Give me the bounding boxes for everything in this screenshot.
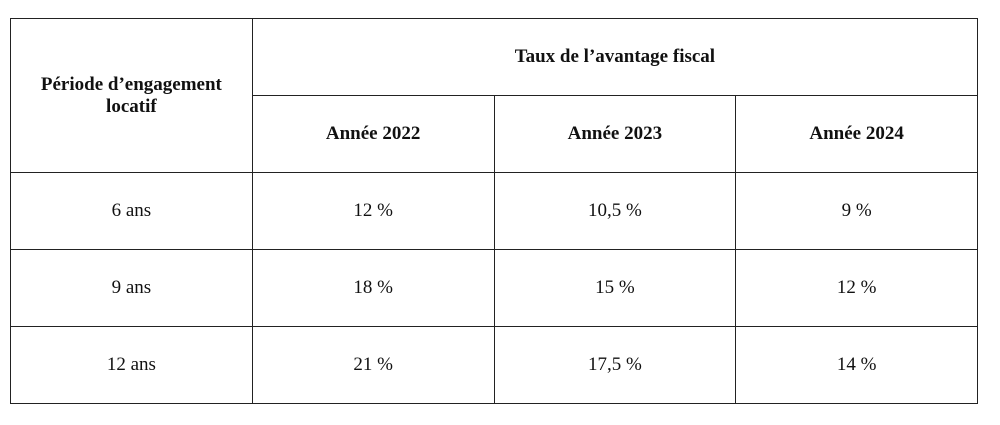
group-header: Taux de l’avantage fiscal [251,18,979,96]
rate-cell: 15 % [493,249,737,327]
data-row: 12 ans 21 % 17,5 % 14 % [10,326,979,404]
rate-cell: 14 % [735,326,979,404]
table-body: 6 ans 12 % 10,5 % 9 % 9 ans 18 % 15 % 12 % 12 an… [10,172,979,404]
rate-cell: 12 % [251,172,495,250]
rate-cell: 21 % [251,326,495,404]
year-header: Année 2023 [493,95,737,173]
header-row: Période d’engagement locatif Taux de l’a… [10,18,979,173]
period-cell: 6 ans [10,172,253,250]
period-cell: 12 ans [10,326,253,404]
rate-cell: 9 % [735,172,979,250]
rate-cell: 17,5 % [493,326,737,404]
period-header: Période d’engagement locatif [10,18,253,173]
year-header-row: Année 2022 Année 2023 Année 2024 [11,95,979,173]
data-row: 6 ans 12 % 10,5 % 9 % [10,172,979,250]
year-header: Année 2022 [251,95,495,173]
data-row: 9 ans 18 % 15 % 12 % [10,249,979,327]
rate-cell: 18 % [251,249,495,327]
rate-cell: 10,5 % [493,172,737,250]
period-cell: 9 ans [10,249,253,327]
rate-table: Période d’engagement locatif Taux de l’a… [10,18,979,404]
year-header: Année 2024 [735,95,979,173]
rate-cell: 12 % [735,249,979,327]
